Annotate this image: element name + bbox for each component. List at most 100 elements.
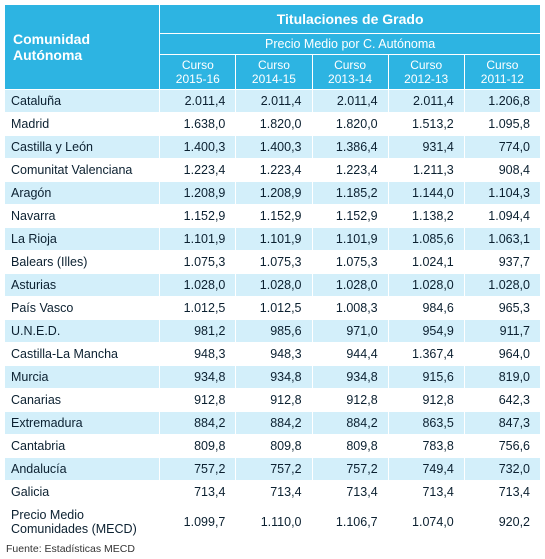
header-subtitle: Precio Medio por C. Autónoma [160,34,541,55]
average-value: 1.110,0 [236,504,312,541]
table-row: Extremadura884,2884,2884,2863,5847,3 [5,412,541,435]
price-value: 1.152,9 [160,205,236,228]
price-value: 2.011,4 [312,90,388,113]
price-value: 1.028,0 [236,274,312,297]
table-row: Navarra1.152,91.152,91.152,91.138,21.094… [5,205,541,228]
price-value: 908,4 [464,159,540,182]
price-value: 713,4 [388,481,464,504]
table-row: Balears (Illes)1.075,31.075,31.075,31.02… [5,251,541,274]
price-value: 934,8 [160,366,236,389]
price-value: 931,4 [388,136,464,159]
region-label: Castilla-La Mancha [5,343,160,366]
price-value: 1.638,0 [160,113,236,136]
price-value: 984,6 [388,297,464,320]
price-value: 1.223,4 [312,159,388,182]
table-row: Castilla y León1.400,31.400,31.386,4931,… [5,136,541,159]
region-label: Asturias [5,274,160,297]
table-row: Cantabria809,8809,8809,8783,8756,6 [5,435,541,458]
header-degrees: Titulaciones de Grado [160,5,541,34]
table-row: U.N.E.D.981,2985,6971,0954,9911,7 [5,320,541,343]
price-value: 757,2 [312,458,388,481]
price-value: 757,2 [160,458,236,481]
header-year-1: Curso2014-15 [236,55,312,90]
price-value: 1.820,0 [312,113,388,136]
table-row: Andalucía757,2757,2757,2749,4732,0 [5,458,541,481]
header-year-4: Curso2011-12 [464,55,540,90]
price-value: 713,4 [464,481,540,504]
price-value: 1.185,2 [312,182,388,205]
price-value: 1.152,9 [312,205,388,228]
price-value: 1.367,4 [388,343,464,366]
price-value: 884,2 [160,412,236,435]
region-label: Cataluña [5,90,160,113]
price-value: 934,8 [312,366,388,389]
region-label: Comunitat Valenciana [5,159,160,182]
price-value: 757,2 [236,458,312,481]
price-value: 1.400,3 [236,136,312,159]
prices-table: Comunidad Autónoma Titulaciones de Grado… [4,4,541,541]
average-value: 1.099,7 [160,504,236,541]
header-year-3: Curso2012-13 [388,55,464,90]
price-value: 1.208,9 [236,182,312,205]
price-value: 944,4 [312,343,388,366]
region-label: Castilla y León [5,136,160,159]
region-label: Cantabria [5,435,160,458]
price-value: 713,4 [312,481,388,504]
header-year-2: Curso2013-14 [312,55,388,90]
price-value: 642,3 [464,389,540,412]
price-value: 1.075,3 [236,251,312,274]
price-value: 1.101,9 [160,228,236,251]
region-label: Navarra [5,205,160,228]
table-row: Canarias912,8912,8912,8912,8642,3 [5,389,541,412]
price-value: 954,9 [388,320,464,343]
price-value: 884,2 [312,412,388,435]
price-value: 1.101,9 [312,228,388,251]
region-label: U.N.E.D. [5,320,160,343]
price-value: 1.144,0 [388,182,464,205]
price-value: 809,8 [160,435,236,458]
price-value: 1.063,1 [464,228,540,251]
price-value: 2.011,4 [236,90,312,113]
price-value: 756,6 [464,435,540,458]
price-value: 863,5 [388,412,464,435]
price-value: 1.138,2 [388,205,464,228]
price-value: 1.094,4 [464,205,540,228]
table-row: Comunitat Valenciana1.223,41.223,41.223,… [5,159,541,182]
average-value: 920,2 [464,504,540,541]
price-value: 981,2 [160,320,236,343]
price-value: 749,4 [388,458,464,481]
price-value: 1.208,9 [160,182,236,205]
region-label: Andalucía [5,458,160,481]
table-row: Aragón1.208,91.208,91.185,21.144,01.104,… [5,182,541,205]
price-value: 1.008,3 [312,297,388,320]
region-label: Canarias [5,389,160,412]
region-label: Galicia [5,481,160,504]
price-value: 1.386,4 [312,136,388,159]
region-label: Aragón [5,182,160,205]
price-value: 985,6 [236,320,312,343]
price-value: 1.206,8 [464,90,540,113]
header-region: Comunidad Autónoma [5,5,160,90]
table-row: La Rioja1.101,91.101,91.101,91.085,61.06… [5,228,541,251]
price-value: 912,8 [160,389,236,412]
price-value: 1.028,0 [312,274,388,297]
price-value: 819,0 [464,366,540,389]
price-value: 911,7 [464,320,540,343]
price-value: 1.012,5 [160,297,236,320]
price-value: 1.012,5 [236,297,312,320]
average-label: Precio Medio Comunidades (MECD) [5,504,160,541]
price-value: 783,8 [388,435,464,458]
header-year-0: Curso2015-16 [160,55,236,90]
price-value: 1.211,3 [388,159,464,182]
price-value: 948,3 [160,343,236,366]
price-value: 937,7 [464,251,540,274]
average-row: Precio Medio Comunidades (MECD)1.099,71.… [5,504,541,541]
region-label: La Rioja [5,228,160,251]
price-value: 1.820,0 [236,113,312,136]
region-label: Murcia [5,366,160,389]
price-value: 2.011,4 [160,90,236,113]
price-value: 1.104,3 [464,182,540,205]
price-value: 1.075,3 [160,251,236,274]
price-value: 934,8 [236,366,312,389]
table-row: Madrid1.638,01.820,01.820,01.513,21.095,… [5,113,541,136]
